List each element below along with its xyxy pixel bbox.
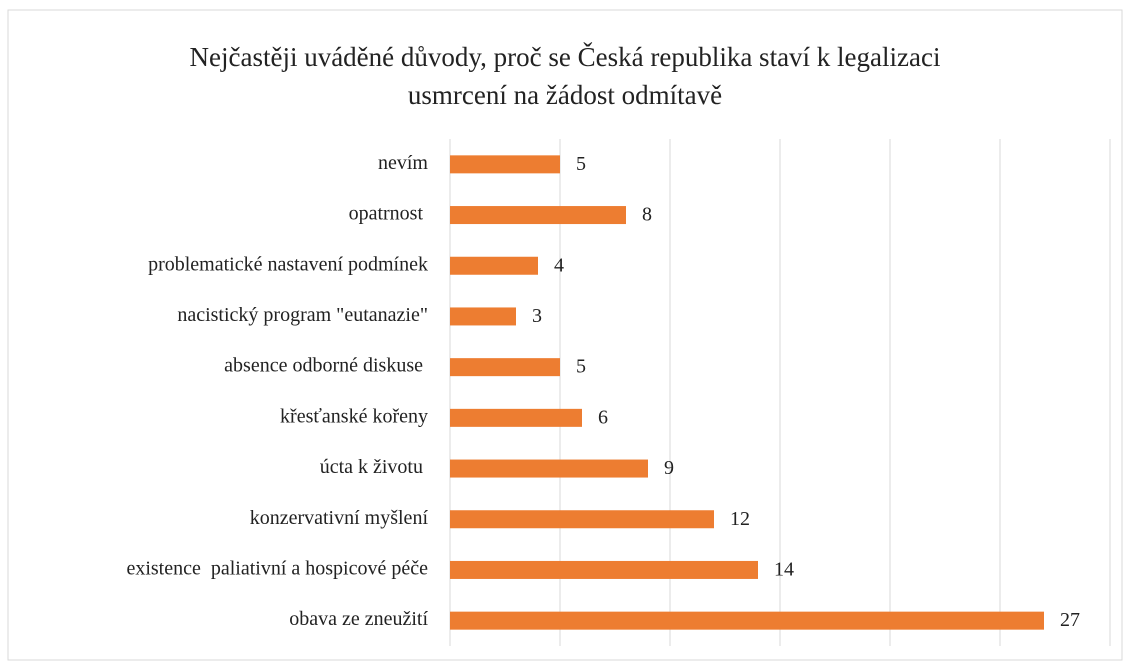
bar <box>450 611 1044 630</box>
bar <box>450 206 626 225</box>
y-tick-label: úcta k životu <box>320 456 428 478</box>
y-tick-label: nevím <box>378 152 428 174</box>
y-tick-label: absence odborné diskuse <box>224 355 428 377</box>
y-tick-label: existence paliativní a hospicové péče <box>126 558 428 580</box>
bar <box>450 256 538 275</box>
data-label: 14 <box>774 559 794 581</box>
data-label: 5 <box>576 153 586 175</box>
y-tick-label: opatrnost <box>349 203 428 225</box>
bar <box>450 155 560 174</box>
y-tick-label: konzervativní myšlení <box>250 507 429 529</box>
y-tick-label: křesťanské kořeny <box>280 405 428 427</box>
data-label: 27 <box>1060 609 1080 631</box>
data-label: 5 <box>576 356 586 378</box>
bar <box>450 358 560 377</box>
bar <box>450 307 516 326</box>
data-label: 4 <box>554 254 564 276</box>
bar <box>450 560 758 579</box>
data-label: 3 <box>532 305 542 327</box>
y-tick-label: problematické nastavení podmínek <box>148 253 428 275</box>
data-label: 8 <box>642 204 652 226</box>
bar <box>450 408 582 427</box>
data-label: 6 <box>598 406 608 428</box>
y-tick-label: nacistický program "eutanazie" <box>177 304 428 326</box>
chart-border <box>7 9 1123 661</box>
data-label: 9 <box>664 457 674 479</box>
bar <box>450 510 714 529</box>
y-tick-label: obava ze zneužití <box>289 608 428 630</box>
chart-title: Nejčastěji uváděné důvody, proč se Česká… <box>189 42 941 110</box>
data-label: 12 <box>730 508 750 530</box>
bar <box>450 459 648 478</box>
